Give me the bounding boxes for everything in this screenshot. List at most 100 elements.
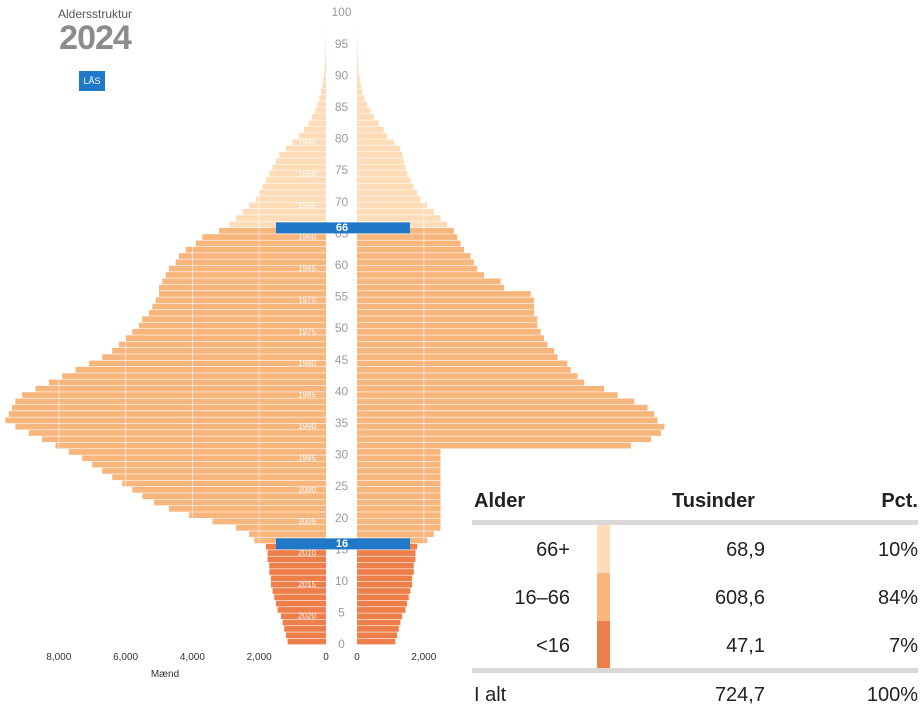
bar-women-age-73	[357, 177, 411, 184]
bar-women-age-38	[357, 398, 635, 405]
bar-men-age-0	[287, 638, 326, 645]
bar-men-age-74	[269, 171, 326, 177]
birth-year-1940: 1940	[298, 106, 316, 115]
bar-women-age-46	[357, 347, 555, 354]
lock-button[interactable]: LÅS	[79, 71, 105, 91]
birth-year-1995: 1995	[298, 454, 316, 463]
bar-women-age-67	[357, 215, 441, 221]
bar-men-age-32	[42, 436, 326, 443]
bar-women-age-45	[357, 354, 558, 360]
bar-women-age-74	[357, 171, 408, 177]
birth-year-2005: 2005	[298, 517, 316, 526]
age-tick-20: 20	[335, 511, 349, 525]
bar-women-age-43	[357, 366, 571, 373]
age-tick-35: 35	[335, 416, 349, 430]
bar-men-age-24	[132, 487, 326, 493]
row-16-66-pct: 84%	[877, 587, 918, 609]
bar-men-age-19	[212, 518, 326, 525]
bar-men-age-75	[272, 164, 326, 171]
bar-men-age-57	[162, 278, 326, 285]
bar-men-age-60	[175, 259, 326, 266]
bar-women-age-61	[357, 253, 471, 259]
bar-women-age-49	[357, 329, 541, 335]
bar-women-age-4	[357, 613, 403, 620]
birth-year-1985: 1985	[298, 390, 316, 399]
bar-women-age-40	[357, 385, 605, 392]
age-tick-25: 25	[335, 479, 349, 493]
header-divider	[472, 520, 918, 525]
x-tick-men-0: 8,000	[46, 652, 71, 663]
bar-women-age-85	[357, 101, 368, 108]
bar-women-age-51	[357, 316, 538, 323]
age-marker-label-16: 16	[336, 538, 348, 550]
bar-men-age-89	[323, 76, 326, 82]
bar-women-age-84	[357, 107, 371, 114]
age-tick-60: 60	[335, 258, 349, 272]
age-tick-30: 30	[335, 448, 349, 462]
bar-men-age-13	[267, 556, 326, 563]
age-tick-45: 45	[335, 353, 349, 367]
bar-women-age-21	[357, 505, 441, 512]
bar-women-age-0	[357, 638, 396, 645]
bar-women-age-91	[357, 63, 359, 70]
bar-men-age-33	[28, 430, 327, 436]
bar-women-age-78	[357, 145, 401, 152]
birth-year-1955: 1955	[298, 201, 316, 210]
x-tick-men-4: 0	[323, 652, 329, 663]
bar-women-age-53	[357, 303, 535, 310]
bar-women-age-83	[357, 114, 374, 120]
x-tick-men-3: 2,000	[247, 652, 272, 663]
age-tick-10: 10	[335, 574, 349, 588]
bar-men-age-62	[185, 246, 326, 253]
age-tick-75: 75	[335, 163, 349, 177]
age-tick-95: 95	[335, 37, 349, 51]
bar-men-age-30	[68, 449, 326, 455]
bar-men-age-40	[35, 385, 327, 392]
bar-men-age-70	[255, 196, 326, 202]
bar-men-age-51	[142, 316, 326, 323]
bar-men-age-84	[314, 107, 326, 114]
bar-women-age-75	[357, 164, 406, 171]
bar-women-age-92	[357, 57, 359, 63]
birth-year-1945: 1945	[298, 138, 316, 147]
bar-men-age-80	[299, 133, 326, 139]
swatch-66plus	[597, 525, 610, 573]
age-marker-16[interactable]	[276, 538, 410, 550]
age-marker-66[interactable]	[276, 222, 410, 234]
bar-women-age-69	[357, 202, 428, 209]
bar-women-age-1	[357, 632, 398, 639]
age-tick-0: 0	[338, 637, 345, 651]
bar-men-age-38	[15, 398, 326, 405]
bar-men-age-59	[169, 265, 326, 272]
bar-women-age-5	[357, 607, 406, 613]
bar-women-age-88	[357, 82, 362, 89]
bar-women-age-37	[357, 404, 648, 411]
x-tick-men-2: 4,000	[180, 652, 205, 663]
total-label: I alt	[474, 684, 507, 706]
bar-women-age-12	[357, 562, 414, 569]
row-66plus-pct: 10%	[877, 539, 918, 561]
bar-men-age-44	[88, 360, 326, 367]
row-66plus-value: 68,9	[726, 539, 765, 561]
birth-year-1965: 1965	[298, 264, 316, 273]
bar-women-age-81	[357, 126, 384, 133]
bar-men-age-52	[148, 310, 326, 316]
age-tick-90: 90	[335, 68, 349, 82]
bar-men-age-47	[118, 341, 326, 348]
bar-women-age-31	[357, 442, 631, 449]
bar-men-age-43	[75, 366, 326, 373]
bar-women-age-72	[357, 183, 414, 190]
age-tick-100: 100	[331, 5, 351, 19]
bar-women-age-11	[357, 569, 414, 575]
bar-women-age-60	[357, 259, 474, 266]
bar-men-age-69	[249, 202, 326, 209]
bar-men-age-91	[324, 63, 326, 70]
bar-women-age-76	[357, 158, 404, 165]
bar-women-age-93	[357, 50, 358, 57]
bar-men-age-83	[311, 114, 326, 120]
bar-men-age-4	[280, 613, 326, 620]
birth-year-1950: 1950	[298, 169, 316, 178]
bar-women-age-82	[357, 120, 379, 127]
birth-year-2020: 2020	[298, 612, 316, 621]
bar-men-age-56	[159, 284, 326, 291]
